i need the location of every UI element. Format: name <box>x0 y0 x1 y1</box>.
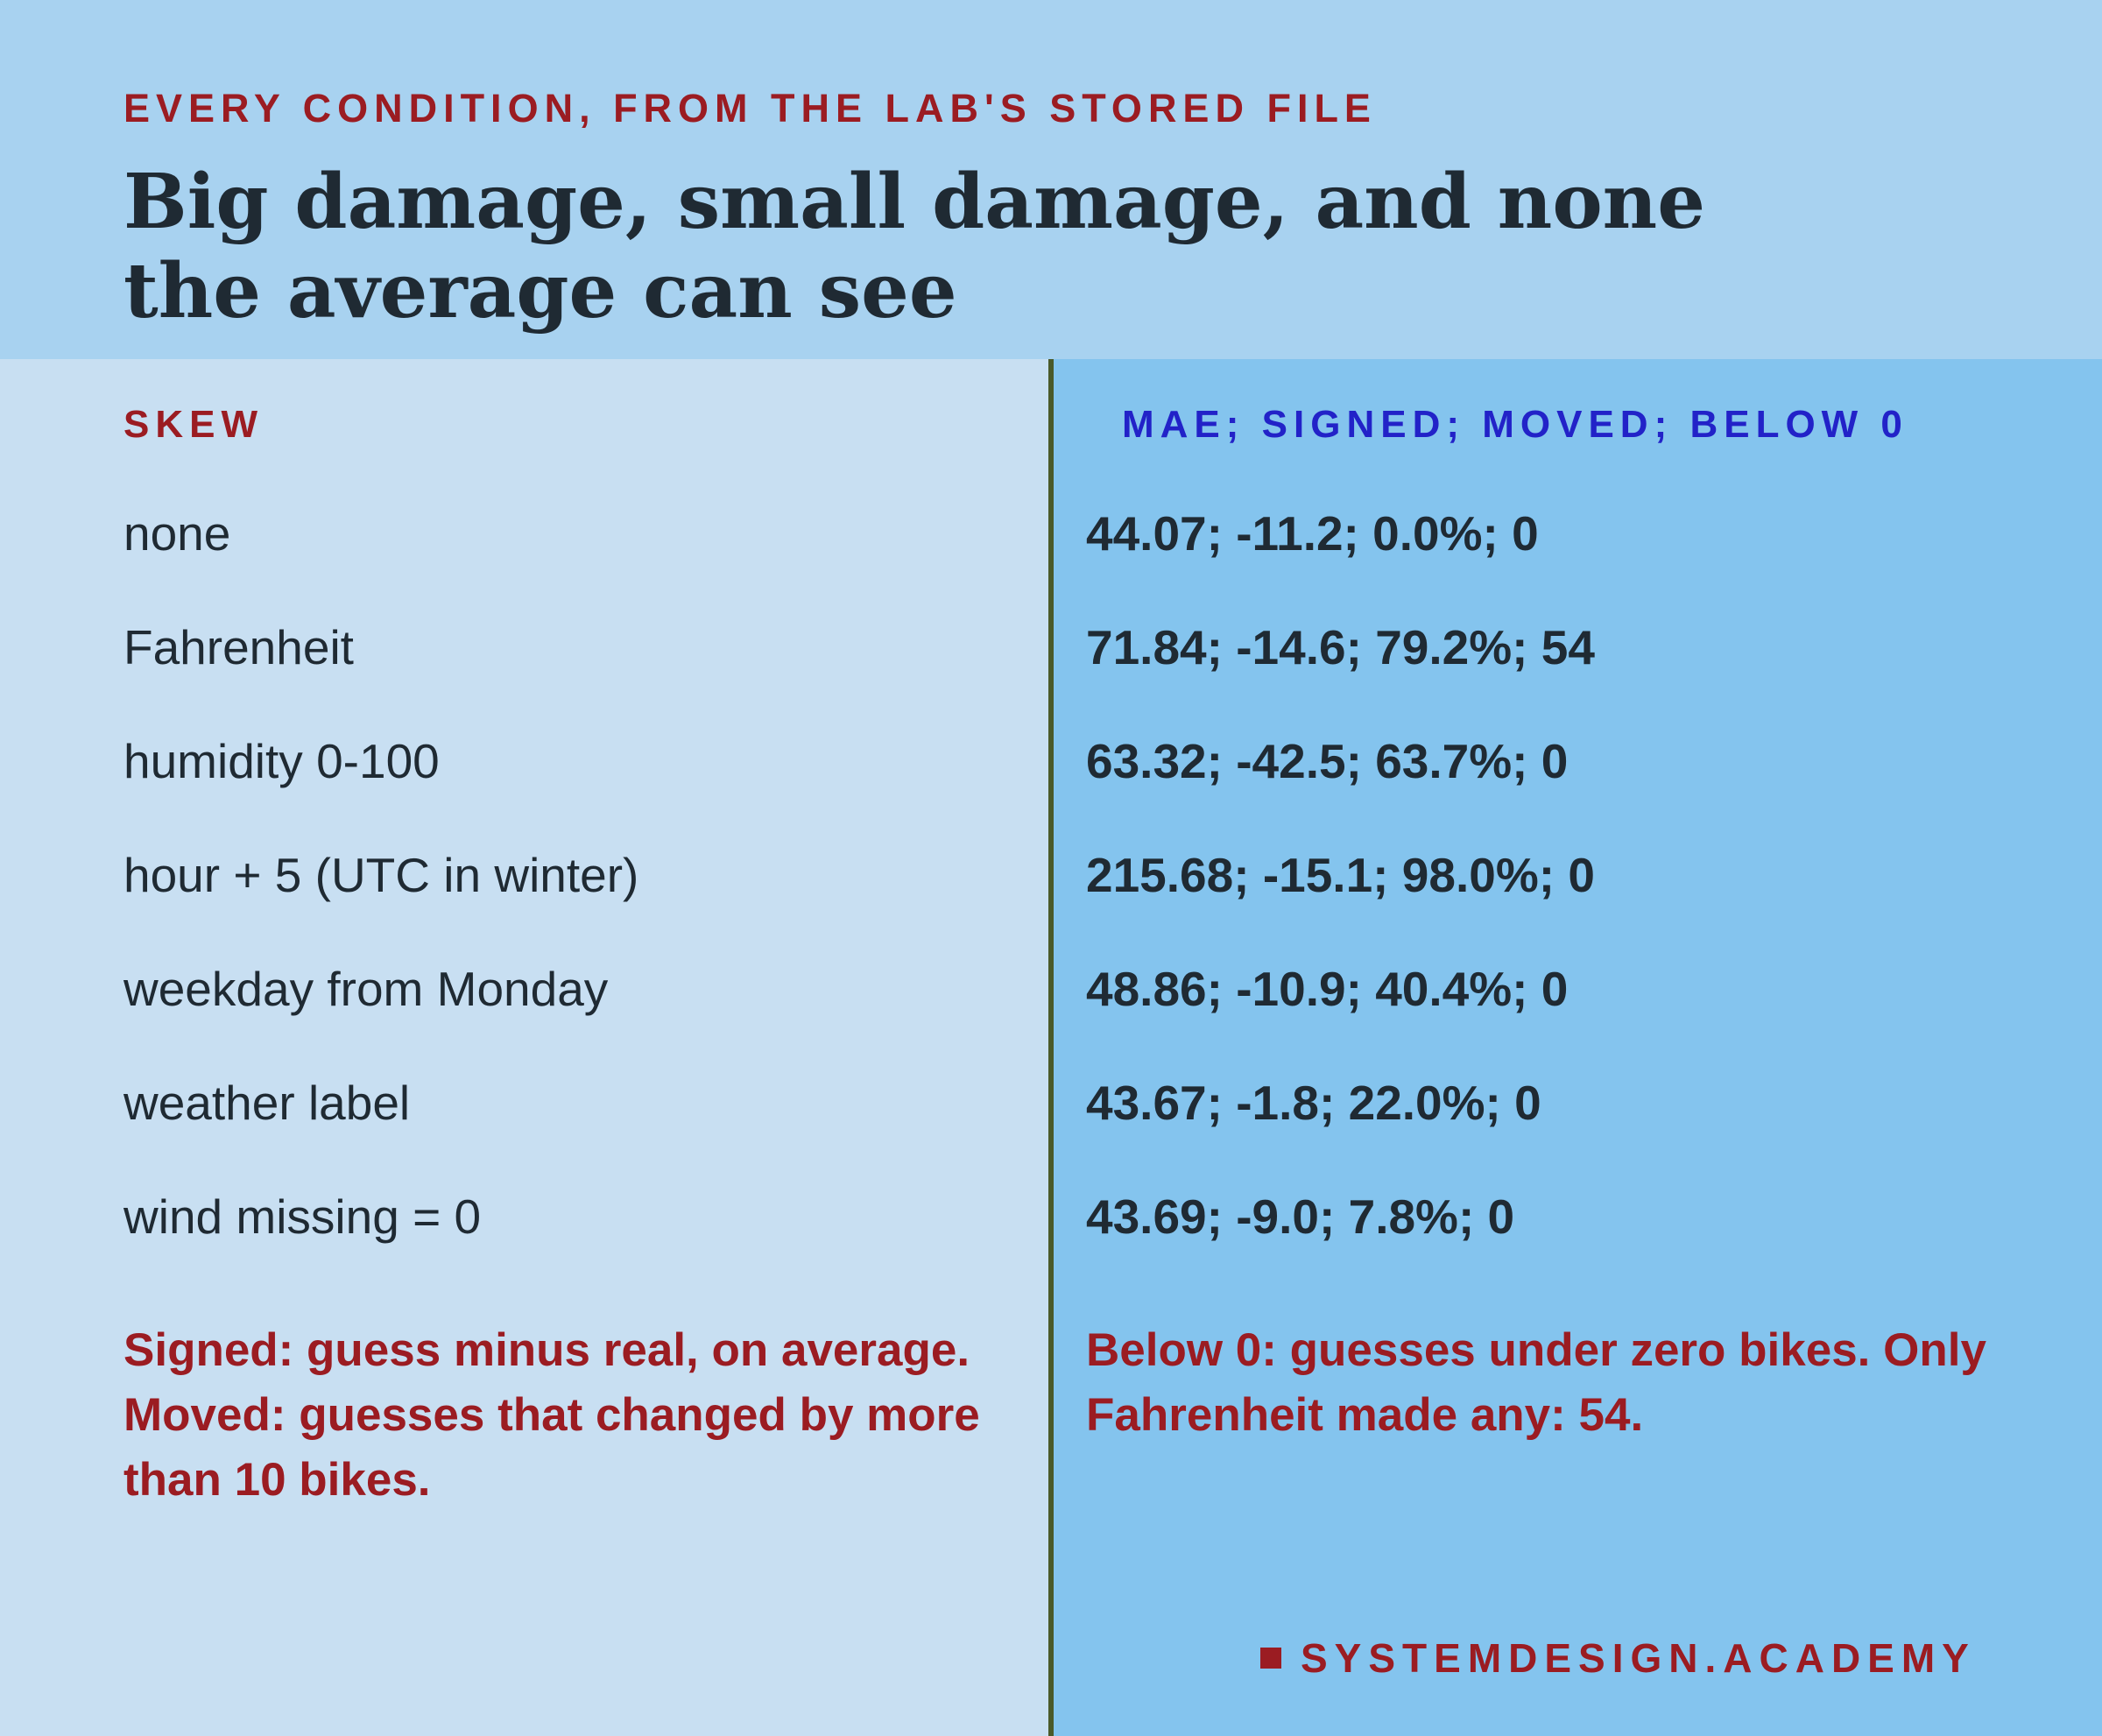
row-label: weather label <box>123 1076 411 1130</box>
title: Big damage, small damage, and none the a… <box>123 158 1705 335</box>
note: Below 0: guesses under zero bikes. Only … <box>1086 1324 1986 1441</box>
row-values: 44.07; -11.2; 0.0%; 0 <box>1086 506 1539 561</box>
column-header: MAE; SIGNED; MOVED; BELOW 0 <box>1122 403 1908 446</box>
row-label: none <box>123 506 231 561</box>
header-band <box>0 0 2102 359</box>
brand: SYSTEMDESIGN.ACADEMY <box>1301 1635 1976 1681</box>
row-values: 63.32; -42.5; 63.7%; 0 <box>1086 734 1569 788</box>
row-label: weekday from Monday <box>123 962 609 1016</box>
row-values: 215.68; -15.1; 98.0%; 0 <box>1086 848 1595 902</box>
row-label: hour + 5 (UTC in winter) <box>123 848 639 902</box>
note: Signed: guess minus real, on average. Mo… <box>123 1324 980 1506</box>
right-panel <box>1054 359 2102 1736</box>
brand-mark <box>1260 1648 1281 1669</box>
row-label: Fahrenheit <box>123 620 354 674</box>
kicker: EVERY CONDITION, FROM THE LAB'S STORED F… <box>123 86 1377 131</box>
row-label: humidity 0-100 <box>123 734 440 788</box>
divider <box>1048 359 1054 1736</box>
column-header: SKEW <box>123 403 264 446</box>
row-values: 71.84; -14.6; 79.2%; 54 <box>1086 620 1595 674</box>
row-values: 43.67; -1.8; 22.0%; 0 <box>1086 1076 1541 1130</box>
left-panel <box>0 359 1048 1736</box>
row-label: wind missing = 0 <box>123 1189 482 1244</box>
row-values: 48.86; -10.9; 40.4%; 0 <box>1086 962 1569 1016</box>
row-values: 43.69; -9.0; 7.8%; 0 <box>1086 1189 1515 1244</box>
